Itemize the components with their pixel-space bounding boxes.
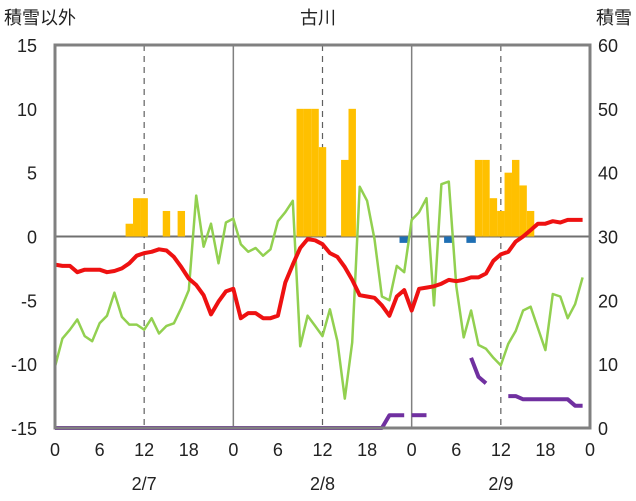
right-tick-label: 0 [598,419,608,439]
left-tick-label: 5 [27,164,37,184]
snowfall-bar [140,198,148,237]
snowfall-bar [125,223,134,237]
left-axis-label: 積雪以外 [4,8,76,29]
snowfall-bar [511,159,520,237]
left-tick-label: 10 [17,100,37,120]
x-tick-label: 6 [273,440,283,460]
line-series [53,180,584,430]
snowfall-bar [303,108,312,237]
precip-bar [444,236,454,243]
snowfall-bar [526,210,535,237]
day-label: 2/7 [132,474,157,494]
right-axis-label: 積雪 [596,8,632,29]
x-tick-label: 0 [585,440,595,460]
chart-title: 古川 [300,8,336,29]
purple-series-line [469,357,488,385]
snowfall-bar [348,108,356,237]
snowfall-bar [474,159,483,237]
snowfall-bar [162,210,171,237]
x-tick-label: 12 [312,440,332,460]
left-tick-label: 15 [17,36,37,56]
snowfall-bar [482,159,490,237]
left-tick-label: 0 [27,228,37,248]
snowfall-bar [133,198,141,237]
precip-bar [466,236,476,243]
left-tick-label: -5 [21,291,37,311]
green-series-line [53,180,584,400]
right-tick-label: 60 [598,36,618,56]
x-tick-label: 18 [179,440,199,460]
x-tick-label: 0 [50,440,60,460]
x-tick-label: 0 [228,440,238,460]
right-tick-label: 30 [598,228,618,248]
x-tick-label: 6 [95,440,105,460]
day-label: 2/9 [488,474,513,494]
snowfall-bar [504,172,512,237]
snowfall-bar [311,108,319,237]
x-tick-label: 0 [407,440,417,460]
x-tick-label: 12 [134,440,154,460]
snowfall-bar [296,108,304,237]
x-tick-label: 18 [357,440,377,460]
red-series-line [54,217,583,321]
snowfall-bar [318,147,327,237]
right-tick-label: 10 [598,355,618,375]
right-tick-label: 20 [598,291,618,311]
right-tick-label: 50 [598,100,618,120]
right-tick-label: 40 [598,164,618,184]
snowfall-bar [497,210,505,237]
x-tick-label: 6 [451,440,461,460]
left-tick-label: -10 [11,355,37,375]
purple-series-line [55,413,405,430]
plot-frame [53,43,592,430]
x-tick-label: 12 [491,440,511,460]
precip-bar [399,236,409,243]
left-tick-label: -15 [11,419,37,439]
bar-series [125,108,535,243]
snowfall-bar [489,198,498,237]
snowfall-bar [177,210,186,237]
purple-series-line [508,394,583,408]
x-tick-label: 18 [535,440,555,460]
snowfall-bar [341,159,349,237]
snowfall-bar [519,185,527,237]
day-label: 2/8 [310,474,335,494]
